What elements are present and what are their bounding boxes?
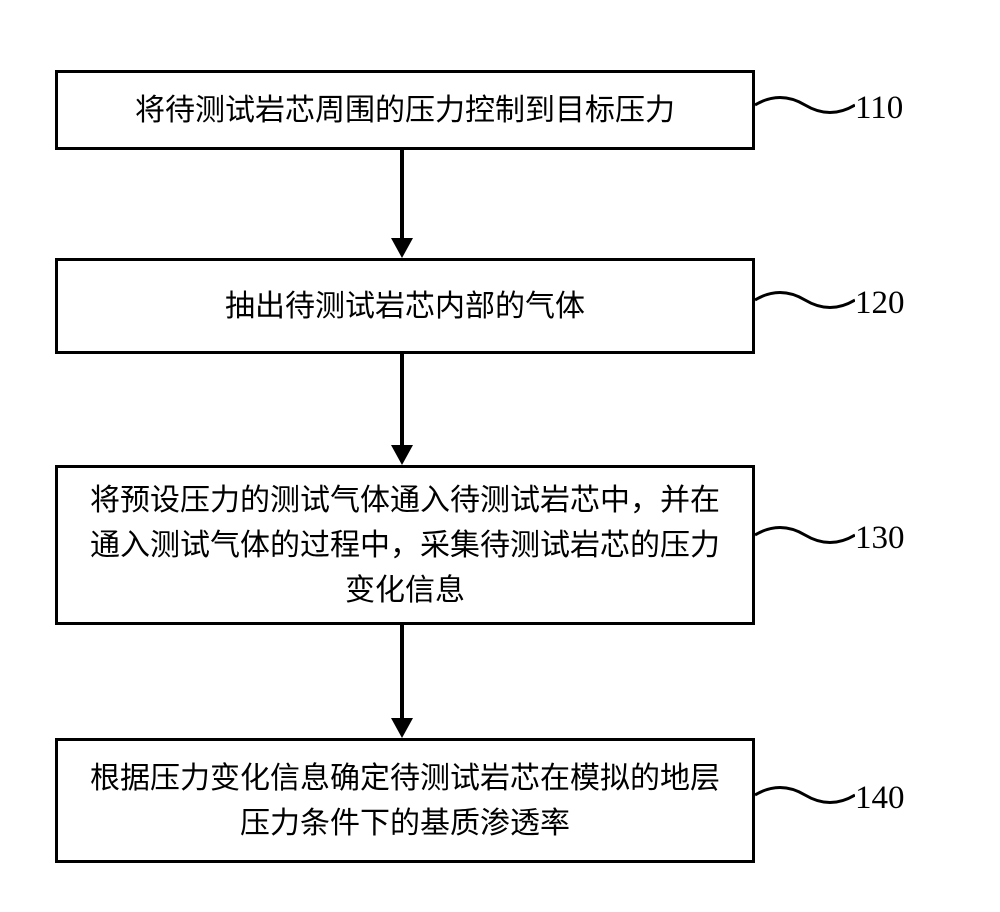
flow-step-1-text: 将待测试岩芯周围的压力控制到目标压力 xyxy=(135,88,675,133)
flowchart-container: 将待测试岩芯周围的压力控制到目标压力 110 抽出待测试岩芯内部的气体 120 … xyxy=(0,40,1000,872)
flow-step-3-text: 将预设压力的测试气体通入待测试岩芯中，并在通入测试气体的过程中，采集待测试岩芯的… xyxy=(88,478,722,613)
label-connector-2 xyxy=(755,285,855,315)
step-label-3: 130 xyxy=(855,520,905,557)
arrowhead-3-4 xyxy=(391,718,413,738)
flow-step-4: 根据压力变化信息确定待测试岩芯在模拟的地层压力条件下的基质渗透率 xyxy=(55,738,755,863)
step-label-4: 140 xyxy=(855,780,905,817)
step-label-1: 110 xyxy=(855,90,903,127)
flow-step-1: 将待测试岩芯周围的压力控制到目标压力 xyxy=(55,70,755,150)
label-connector-1 xyxy=(755,90,855,120)
connector-3-4 xyxy=(400,625,404,718)
flow-step-4-text: 根据压力变化信息确定待测试岩芯在模拟的地层压力条件下的基质渗透率 xyxy=(88,756,722,846)
arrowhead-2-3 xyxy=(391,445,413,465)
flow-step-2-text: 抽出待测试岩芯内部的气体 xyxy=(225,284,585,329)
connector-1-2 xyxy=(400,150,404,238)
connector-2-3 xyxy=(400,354,404,445)
label-connector-3 xyxy=(755,520,855,550)
step-label-2: 120 xyxy=(855,285,905,322)
arrowhead-1-2 xyxy=(391,238,413,258)
flow-step-3: 将预设压力的测试气体通入待测试岩芯中，并在通入测试气体的过程中，采集待测试岩芯的… xyxy=(55,465,755,625)
label-connector-4 xyxy=(755,780,855,810)
flow-step-2: 抽出待测试岩芯内部的气体 xyxy=(55,258,755,354)
